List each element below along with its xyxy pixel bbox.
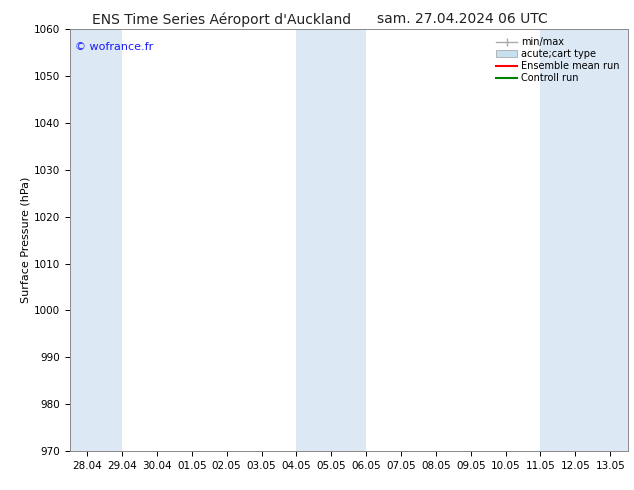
Y-axis label: Surface Pressure (hPa): Surface Pressure (hPa) — [21, 177, 31, 303]
Text: ENS Time Series Aéroport d'Auckland: ENS Time Series Aéroport d'Auckland — [93, 12, 351, 27]
Legend: min/max, acute;cart type, Ensemble mean run, Controll run: min/max, acute;cart type, Ensemble mean … — [493, 34, 623, 86]
Text: sam. 27.04.2024 06 UTC: sam. 27.04.2024 06 UTC — [377, 12, 548, 26]
Bar — [70, 29, 122, 451]
Bar — [540, 29, 628, 451]
Text: © wofrance.fr: © wofrance.fr — [75, 42, 153, 52]
Bar — [296, 29, 366, 451]
